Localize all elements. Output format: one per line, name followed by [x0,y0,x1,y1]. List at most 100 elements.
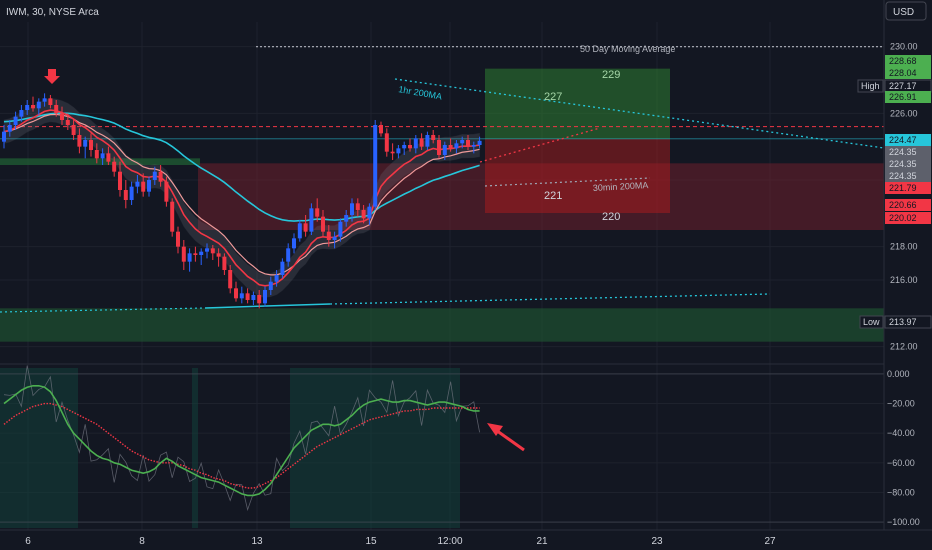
candle-body-77 [448,145,453,149]
candle-body-7 [42,98,47,102]
price-tag-3: 226.91 [889,92,917,102]
candle-body-39 [228,270,233,289]
candle-body-2 [13,116,18,125]
time-tick-0: 6 [25,536,31,547]
candle-body-80 [466,140,470,147]
target-221-label: 221 [544,190,562,202]
candle-body-11 [65,120,70,125]
candle-body-44 [257,295,262,304]
price-tag-6: 224.35 [889,159,917,169]
osc-raw-line [3,365,480,512]
time-axis-labels: 6 8 13 15 12:00 21 23 27 [25,536,776,547]
price-tick-1: 226.00 [890,108,918,118]
time-tick-3: 15 [365,536,377,547]
candle-body-45 [263,290,267,304]
candle-body-61 [355,203,360,210]
price-tag-box-4 [885,134,931,146]
price-tag-box-9 [885,199,931,211]
price-tag-0: 228.68 [889,56,917,66]
candle-body-24 [141,181,146,192]
ma50-label: 50 Day Moving Average [580,44,675,54]
osc-tick-4: −80.00 [887,487,915,497]
price-tag-7: 224.35 [889,171,917,181]
time-tick-7: 27 [764,536,776,547]
candle-body-28 [164,181,169,202]
candle-body-73 [425,135,430,147]
price-tag-2: 227.17 [889,81,917,91]
osc-tick-3: −60.00 [887,458,915,468]
currency-label: USD [893,7,914,18]
arrow-pointer-icon [487,423,525,452]
high-tag-box [857,79,884,93]
price-tick-0: 230.00 [890,42,918,52]
candle-body-8 [48,98,53,105]
candle-body-81 [471,145,476,147]
price-tag-box-1 [885,67,931,79]
candle-body-38 [222,256,227,270]
price-tag-box-7 [885,170,931,182]
candle-body-3 [19,110,24,117]
price-tag-box-10 [885,212,931,224]
oscillator-shading [0,368,460,528]
osc-shade-2 [290,368,460,528]
candle-body-30 [176,231,180,247]
candle-body-79 [460,140,465,144]
time-tick-5: 21 [536,536,548,547]
candle-body-35 [205,248,209,252]
osc-tick-5: −100.00 [887,517,920,527]
low-tag-box [859,315,884,329]
candle-body-27 [158,171,163,182]
ema-red-line [3,109,480,287]
candle-body-57 [332,236,337,240]
candle-body-75 [437,140,441,155]
candle-body-14 [83,140,88,147]
long-stop-zone [485,138,670,213]
candle-body-34 [199,251,204,255]
currency-button[interactable] [885,1,927,21]
target-220-label: 220 [602,211,620,223]
candle-body-62 [361,210,366,219]
arrow-down-icon [44,69,60,84]
slow-ma-line [3,112,480,222]
candlestick-series [2,93,482,309]
candle-body-41 [239,293,244,299]
candle-body-71 [413,138,418,149]
price-tick-4: 216.00 [890,275,918,285]
symbol-label[interactable]: IWM, 30, NYSE Arca [6,7,99,18]
candle-body-25 [147,180,151,192]
candle-body-42 [245,293,250,300]
candle-body-20 [118,171,122,190]
candle-body-4 [25,105,30,110]
price-tag-box-6 [885,158,931,170]
candle-body-49 [286,248,291,262]
candle-body-36 [210,248,215,254]
price-tag-box-3 [885,91,931,103]
candle-body-67 [390,151,395,154]
price-tag-4: 224.47 [889,135,917,145]
candle-body-15 [89,140,93,150]
candle-body-78 [454,143,459,149]
long-target-zone [485,68,670,139]
candle-body-33 [193,253,198,255]
ema-pink-line [3,113,480,276]
candle-body-6 [36,101,41,109]
osc-tick-2: −40.00 [887,428,915,438]
candle-body-22 [129,186,134,200]
candle-body-46 [268,281,273,290]
candle-body-76 [442,145,447,155]
candle-body-5 [31,105,35,109]
price-tag-9: 220.66 [889,200,917,210]
time-tick-6: 23 [651,536,663,547]
candle-body-40 [234,288,238,299]
candle-body-56 [326,231,331,240]
candle-body-50 [292,238,296,249]
candle-body-43 [251,295,256,300]
candle-body-69 [402,145,407,149]
candle-body-19 [112,161,117,172]
price-tag-8: 221.79 [889,183,917,193]
candle-body-26 [152,171,157,180]
candle-body-31 [181,246,186,262]
oscillator-lines [0,365,884,523]
candle-body-66 [384,133,389,152]
